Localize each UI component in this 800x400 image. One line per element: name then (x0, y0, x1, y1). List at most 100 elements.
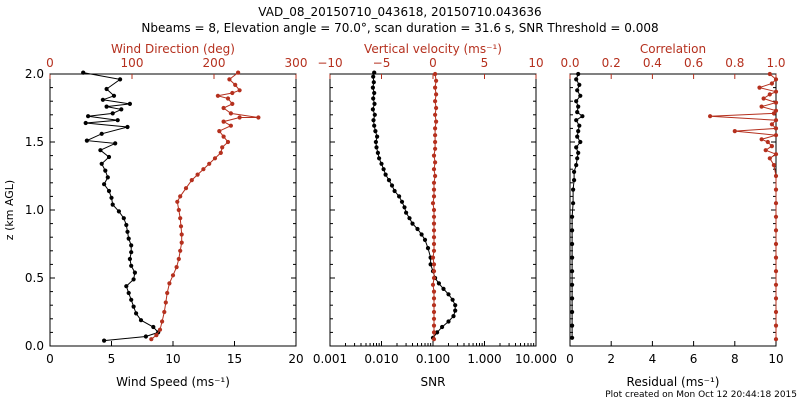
velocity-snr-panel-black-series-point (446, 292, 451, 297)
velocity-snr-panel-black-series-point (370, 85, 375, 90)
wind-panel-red-series-point (218, 150, 223, 155)
velocity-snr-panel-red-series-point (431, 221, 437, 226)
velocity-snr-panel-black-series-point (371, 96, 376, 101)
wind-panel-red-series-point (217, 129, 222, 134)
velocity-snr-panel-red-series-point (431, 323, 437, 328)
velocity-snr-panel-black-series-point (372, 112, 377, 117)
wind-panel-black-series-point (129, 297, 134, 302)
wind-panel-red-series-point (201, 167, 206, 172)
wind-panel-red-series-point (236, 70, 241, 75)
correlation-residual-panel-top-tick-label: 0.4 (643, 56, 662, 70)
velocity-snr-panel-red-series-point (434, 119, 439, 124)
figure-title: VAD_08_20150710_043618, 20150710.043636 (258, 5, 541, 19)
correlation-residual-panel-red-series-point (773, 89, 779, 94)
correlation-residual-panel-black-series-point (570, 335, 575, 340)
velocity-snr-panel-red-series-point (431, 214, 437, 219)
velocity-snr-panel-black-series-point (404, 210, 409, 215)
velocity-snr-panel-black-series-point (370, 107, 375, 112)
wind-panel-red-series-line (150, 72, 259, 340)
velocity-snr-panel-top-tick-label: −10 (317, 56, 342, 70)
velocity-snr-panel-red-series-point (431, 330, 437, 335)
velocity-snr-panel-bottom-tick-label: 1.000 (467, 352, 501, 366)
velocity-snr-panel-red-series-point (431, 180, 437, 185)
correlation-residual-panel-red-series-point (773, 214, 779, 219)
wind-panel-black-series-point (151, 324, 156, 330)
correlation-residual-panel-black-series-point (571, 187, 576, 192)
wind-panel-red-series-point (154, 333, 159, 338)
wind-panel-top-tick-label: 200 (203, 56, 226, 70)
correlation-residual-panel-red-series-point (773, 241, 779, 247)
velocity-snr-panel-black-series-point (372, 90, 377, 96)
wind-panel-black-series-point (110, 111, 115, 116)
correlation-residual-panel-black-series-point (578, 139, 583, 145)
velocity-snr-panel-red-series-point (430, 282, 436, 287)
wind-panel-bottom-tick-label: 20 (288, 352, 303, 366)
wind-panel-bottom-tick-label: 10 (165, 352, 180, 366)
correlation-residual-panel-red-series-point (773, 100, 779, 105)
wind-panel-red-series-point (220, 145, 225, 150)
correlation-residual-panel-red-series-point (765, 139, 770, 145)
wind-panel-black-series-point (99, 131, 104, 136)
wind-panel-black-series-point (118, 77, 123, 82)
velocity-snr-panel-red-series-point (433, 71, 438, 77)
correlation-residual-panel-black-series-point (576, 150, 581, 155)
velocity-snr-panel-bottom-tick-label: 0.010 (364, 352, 398, 366)
wind-panel-red-series-point (178, 224, 184, 229)
correlation-residual-panel-top-tick-label: 0.6 (684, 56, 703, 70)
correlation-residual-panel-black-series-point (570, 228, 575, 233)
correlation-residual-panel-bottom-tick-label: 10 (768, 352, 783, 366)
correlation-residual-panel-red-series-point (773, 126, 779, 131)
velocity-snr-panel-black-series-point (397, 194, 402, 199)
velocity-snr-panel-black-series-line (372, 72, 456, 339)
velocity-snr-panel-red-series-point (431, 289, 437, 294)
correlation-residual-panel-black-series-point (575, 134, 580, 139)
wind-panel-red-series-point (230, 90, 235, 96)
velocity-snr-panel-black-series-point (372, 123, 377, 128)
wind-panel-black-series-point (125, 229, 130, 234)
velocity-snr-panel-black-series-point (407, 216, 412, 221)
velocity-snr-panel-red-series-point (431, 207, 437, 213)
wind-panel-red-series-point (160, 319, 165, 324)
velocity-snr-panel-black-series-point (435, 330, 440, 335)
correlation-residual-panel-black-series-point (570, 282, 575, 287)
velocity-snr-panel-red-series-point (431, 241, 437, 247)
correlation-residual-panel-black-series-point (572, 169, 577, 174)
correlation-residual-panel-red-series-point (767, 71, 772, 77)
velocity-snr-panel-black-series-point (371, 118, 376, 123)
wind-panel-black-series-point (125, 124, 130, 130)
plot-created-note: Plot created on Mon Oct 12 20:44:18 2015 (605, 390, 797, 400)
correlation-residual-panel-red-series-point (773, 108, 779, 113)
velocity-snr-panel-red-series-point (430, 255, 436, 260)
correlation-residual-panel-red-series-point (759, 104, 764, 109)
wind-panel-red-series-point (178, 248, 183, 253)
correlation-residual-panel-black-series-point (575, 88, 580, 93)
velocity-snr-panel-red-series-point (431, 303, 437, 308)
correlation-residual-panel-black-series-point (570, 309, 575, 315)
velocity-snr-panel-red-series-point (431, 187, 437, 192)
wind-panel-black-series-point (110, 202, 115, 207)
correlation-residual-panel-red-series-point (773, 173, 779, 179)
wind-panel-black-series-point (124, 284, 129, 289)
velocity-snr-panel-black-series-point (372, 101, 377, 106)
correlation-residual-panel-bottom-label: Residual (ms⁻¹) (627, 375, 720, 389)
velocity-snr-panel-red-series-point (433, 146, 438, 151)
wind-panel-red-series-point (178, 216, 183, 221)
correlation-residual-panel-red-series-point (773, 255, 779, 260)
velocity-snr-panel-black-series-point (372, 70, 377, 75)
velocity-snr-panel-black-series-point (373, 139, 378, 145)
wind-panel-red-series-point (179, 232, 184, 237)
wind-panel-black-series-point (127, 101, 132, 106)
wind-panel-red-series-point (237, 115, 242, 120)
correlation-residual-panel-red-series-point (773, 152, 779, 157)
wind-panel-top-tick-label: 100 (121, 56, 144, 70)
wind-panel-red-series-point (221, 119, 226, 124)
velocity-snr-panel-black-series-point (371, 80, 376, 85)
wind-panel-top-tick-label: 300 (285, 56, 308, 70)
wind-panel-red-series-point (149, 337, 154, 342)
wind-panel-red-series-point (225, 96, 231, 101)
correlation-residual-panel-top-label: Correlation (640, 42, 706, 56)
wind-panel-black-series-point (129, 243, 134, 248)
correlation-residual-panel-bottom-tick-label: 6 (690, 352, 698, 366)
wind-panel-red-series-point (189, 178, 194, 183)
wind-panel-black-series-point (127, 256, 132, 262)
